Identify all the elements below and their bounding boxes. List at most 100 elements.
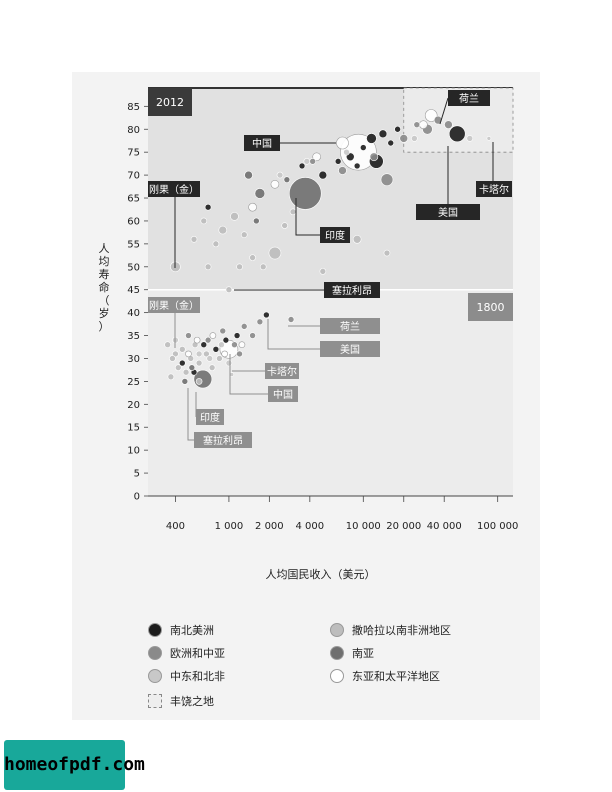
legend-swatch	[148, 646, 162, 660]
callout-box	[244, 135, 280, 151]
callout-label-荷兰: 荷兰	[459, 92, 479, 105]
data-point	[249, 332, 256, 339]
y-axis-label-char: 均	[99, 255, 110, 268]
year-label-1800: 1800	[477, 301, 505, 314]
legend-swatch	[330, 669, 344, 683]
callout-label-卡塔尔: 卡塔尔	[267, 365, 297, 378]
data-point	[188, 364, 196, 371]
data-point	[309, 158, 316, 165]
data-point	[343, 148, 350, 156]
callout-label-卡塔尔: 卡塔尔	[479, 183, 509, 196]
callout-box	[148, 297, 200, 313]
data-point	[383, 249, 391, 257]
data-point	[419, 120, 428, 129]
callout-box	[265, 363, 299, 379]
data-point	[179, 346, 186, 353]
callout-box	[324, 282, 380, 298]
data-point	[411, 135, 418, 142]
year-1800-box	[468, 293, 513, 321]
data-point	[276, 171, 284, 179]
data-point	[204, 263, 212, 271]
data-point	[249, 254, 256, 261]
data-point	[167, 373, 175, 381]
data-point	[169, 355, 176, 362]
data-point	[256, 318, 264, 326]
callout-box	[416, 204, 480, 220]
data-point	[233, 332, 241, 339]
data-point	[399, 134, 409, 143]
x-tick-label: 1 000	[215, 521, 244, 532]
data-point	[216, 355, 223, 362]
y-tick-label: 60	[127, 216, 140, 227]
data-point	[222, 336, 230, 344]
y-axis-label-char: 岁	[99, 306, 110, 320]
data-point	[179, 359, 186, 367]
data-point	[219, 327, 227, 335]
y-tick-label: 10	[127, 446, 140, 457]
y-tick-label: 20	[127, 400, 140, 411]
callout-label-美国: 美国	[438, 206, 458, 219]
y-tick-label: 35	[127, 331, 140, 342]
point-0-卡塔尔	[486, 136, 492, 141]
legend-swatch	[330, 646, 344, 660]
data-point	[208, 364, 216, 371]
data-point	[203, 350, 210, 358]
data-point	[268, 246, 282, 260]
y-tick-label: 55	[127, 239, 140, 250]
point-0-美国	[448, 125, 466, 143]
data-point	[200, 341, 208, 349]
y-tick-label: 30	[127, 354, 140, 365]
legend-swatch	[330, 623, 344, 637]
data-point	[218, 341, 225, 349]
data-point	[433, 115, 443, 125]
data-point	[298, 162, 306, 170]
data-point	[195, 359, 203, 367]
data-point	[240, 231, 248, 238]
callout-line	[295, 198, 320, 236]
point-1-刚果（金）	[172, 350, 179, 358]
callout-label-荷兰: 荷兰	[340, 320, 360, 333]
data-point	[238, 341, 246, 349]
callout-box	[476, 181, 512, 197]
callout-label-中国: 中国	[252, 137, 272, 150]
data-point	[387, 139, 395, 147]
y-tick-label: 80	[127, 125, 140, 136]
y-tick-label: 75	[127, 148, 140, 159]
point-1-荷兰	[287, 316, 295, 323]
callout-box	[320, 341, 380, 357]
data-point	[366, 133, 377, 144]
watermark-logo: homeofpdf.com	[4, 740, 145, 790]
data-point	[303, 158, 311, 165]
data-point	[206, 355, 214, 362]
point-0-荷兰	[444, 120, 453, 129]
callout-line	[187, 388, 194, 441]
data-point	[230, 212, 239, 221]
point-1-塞拉利昂	[195, 378, 203, 385]
data-point	[204, 203, 212, 211]
data-point	[380, 173, 394, 186]
data-point	[240, 323, 248, 330]
callout-box	[148, 181, 200, 197]
year-label-2012: 2012	[156, 96, 184, 109]
data-point	[164, 341, 171, 349]
data-point	[338, 166, 347, 175]
callout-box	[320, 227, 350, 243]
legend-swatch	[148, 669, 162, 683]
y-axis-label-char: 命	[99, 280, 110, 294]
data-point	[200, 217, 208, 225]
data-point	[270, 179, 280, 189]
callout-label-印度: 印度	[200, 411, 220, 424]
data-point	[181, 378, 189, 385]
data-point	[289, 208, 297, 216]
data-point	[209, 332, 217, 339]
data-point	[281, 222, 288, 229]
legend-label: 南北美洲	[170, 624, 214, 637]
callout-label-中国: 中国	[273, 388, 293, 401]
data-point	[174, 364, 182, 371]
legend-label: 中东和北非	[170, 670, 225, 683]
y-axis-label-char: 人	[99, 242, 110, 255]
legend-label: 东亚和太平洋地区	[352, 670, 440, 683]
y-tick-label: 70	[127, 171, 140, 182]
